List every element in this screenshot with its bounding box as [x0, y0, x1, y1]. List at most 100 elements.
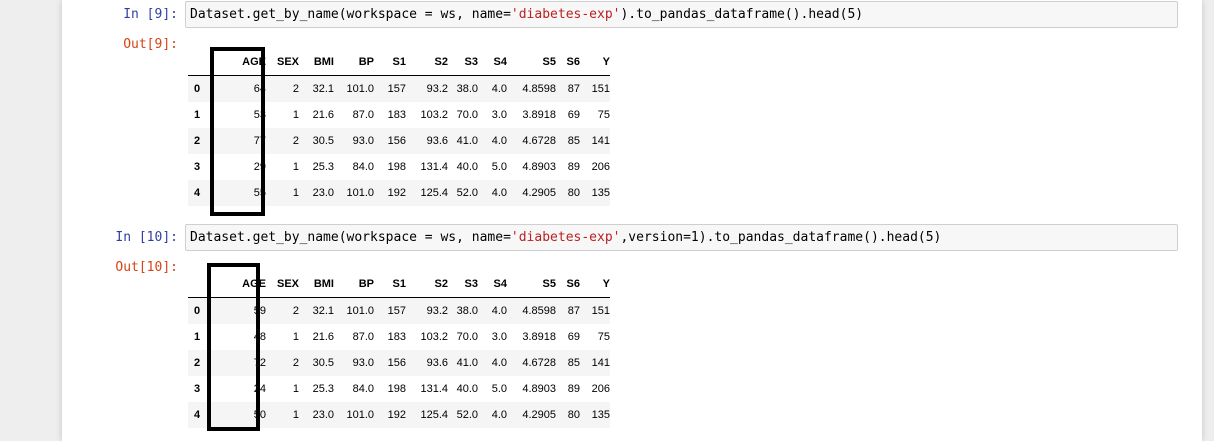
- table-row: 3 29 1 25.3 84.0 198 131.4 40.0 5.0 4.8903 89 206: [188, 154, 610, 180]
- table-cell: 84.0: [352, 161, 374, 173]
- table-cell: 151: [591, 83, 610, 95]
- row-index: 1: [194, 331, 201, 343]
- table-cell: 69: [567, 331, 580, 343]
- table-cell: 52.0: [456, 187, 478, 199]
- age-column-highlight-box: [207, 263, 260, 431]
- column-header: Y: [580, 48, 610, 76]
- table-cell: 80: [567, 187, 580, 199]
- table-cell: 89: [567, 383, 580, 395]
- table-cell: 4.8903: [522, 161, 556, 173]
- table-cell: 70.0: [456, 109, 478, 121]
- table-cell: 1: [292, 409, 299, 421]
- row-index: 2: [194, 357, 201, 369]
- table-cell: 135: [591, 409, 610, 421]
- table-cell: 1: [292, 331, 299, 343]
- row-index: 2: [194, 135, 201, 147]
- column-header: BP: [334, 48, 374, 76]
- table-cell: 4.0: [491, 187, 507, 199]
- table-cell: 25.3: [312, 161, 334, 173]
- column-header: BMI: [299, 270, 334, 298]
- table-cell: 4.0: [491, 357, 507, 369]
- column-header: S5: [507, 270, 556, 298]
- code-text: ).to_pandas_dataframe().head(5): [620, 7, 864, 22]
- table-cell: 2: [292, 83, 299, 95]
- row-index: 0: [194, 305, 201, 317]
- table-cell: 1: [292, 383, 299, 395]
- table-cell: 30.5: [312, 135, 334, 147]
- table-cell: 3.0: [491, 331, 507, 343]
- table-cell: 4.0: [491, 83, 507, 95]
- table-cell: 87: [567, 305, 580, 317]
- table-cell: 103.2: [420, 109, 448, 121]
- table-cell: 93.2: [426, 305, 448, 317]
- column-header: S4: [478, 270, 507, 298]
- table-cell: 23.0: [312, 409, 334, 421]
- table-cell: 5.0: [491, 383, 507, 395]
- age-column-highlight-box: [210, 47, 265, 216]
- code-input[interactable]: Dataset.get_by_name(workspace = ws, name…: [185, 224, 1178, 251]
- table-row: 1 53 1 21.6 87.0 183 103.2 70.0 3.0 3.8918 69 75: [188, 102, 610, 128]
- table-cell: 101.0: [346, 409, 374, 421]
- table-cell: 157: [387, 83, 406, 95]
- out-prompt: Out[9]:: [123, 37, 178, 52]
- table-cell: 25.3: [312, 383, 334, 395]
- table-cell: 3.0: [491, 109, 507, 121]
- column-header: S4: [478, 48, 507, 76]
- table-cell: 32.1: [312, 83, 334, 95]
- table-row: 4 55 1 23.0 101.0 192 125.4 52.0 4.0 4.2905 80 135: [188, 180, 610, 206]
- table-cell: 4.8598: [522, 83, 556, 95]
- table-cell: 40.0: [456, 161, 478, 173]
- column-header: S6: [556, 270, 580, 298]
- table-cell: 141: [591, 357, 610, 369]
- table-cell: 206: [591, 161, 610, 173]
- table-cell: 183: [387, 109, 406, 121]
- table-cell: 75: [597, 331, 610, 343]
- row-index: 3: [194, 161, 201, 173]
- row-index: 4: [194, 409, 201, 421]
- out-prompt: Out[10]:: [115, 260, 178, 275]
- table-cell: 4.8598: [522, 305, 556, 317]
- column-header: S1: [374, 270, 406, 298]
- code-string-literal: 'diabetes-exp': [510, 7, 621, 22]
- column-header: S2: [406, 48, 448, 76]
- table-cell: 192: [387, 409, 406, 421]
- table-header-row: AGE SEX BMI BP S1 S2 S3 S4 S5 S6 Y: [188, 48, 610, 76]
- table-cell: 125.4: [420, 187, 448, 199]
- table-cell: 101.0: [346, 83, 374, 95]
- table-cell: 198: [387, 161, 406, 173]
- column-header: BMI: [299, 48, 334, 76]
- table-cell: 38.0: [456, 305, 478, 317]
- table-cell: 156: [387, 357, 406, 369]
- in-prompt: In [10]:: [115, 230, 178, 245]
- code-input[interactable]: Dataset.get_by_name(workspace = ws, name…: [185, 1, 1178, 28]
- code-string-literal: 'diabetes-exp': [510, 230, 621, 245]
- table-row: 0 64 2 32.1 101.0 157 93.2 38.0 4.0 4.8598 87 151: [188, 75, 610, 102]
- table-cell: 93.0: [352, 135, 374, 147]
- column-header: SEX: [266, 48, 299, 76]
- table-cell: 1: [292, 161, 299, 173]
- table-cell: 70.0: [456, 331, 478, 343]
- column-header: S5: [507, 48, 556, 76]
- table-cell: 3.8918: [522, 331, 556, 343]
- table-cell: 1: [292, 109, 299, 121]
- table-cell: 4.2905: [522, 187, 556, 199]
- table-cell: 75: [597, 109, 610, 121]
- code-text: Dataset.get_by_name(workspace = ws, name…: [190, 230, 511, 245]
- column-header: S3: [448, 270, 478, 298]
- table-cell: 131.4: [420, 383, 448, 395]
- row-index: 3: [194, 383, 201, 395]
- table-cell: 141: [591, 135, 610, 147]
- table-cell: 4.0: [491, 409, 507, 421]
- table-cell: 93.0: [352, 357, 374, 369]
- code-text: ,version=1).to_pandas_dataframe().head(5…: [620, 230, 942, 245]
- table-header-row: AGE SEX BMI BP S1 S2 S3 S4 S5 S6 Y: [188, 270, 610, 298]
- table-cell: 4.2905: [522, 409, 556, 421]
- table-cell: 21.6: [312, 331, 334, 343]
- table-cell: 5.0: [491, 161, 507, 173]
- table-cell: 4.6728: [522, 357, 556, 369]
- table-cell: 2: [292, 135, 299, 147]
- table-cell: 4.6728: [522, 135, 556, 147]
- table-cell: 69: [567, 109, 580, 121]
- column-header: S6: [556, 48, 580, 76]
- table-cell: 87.0: [352, 331, 374, 343]
